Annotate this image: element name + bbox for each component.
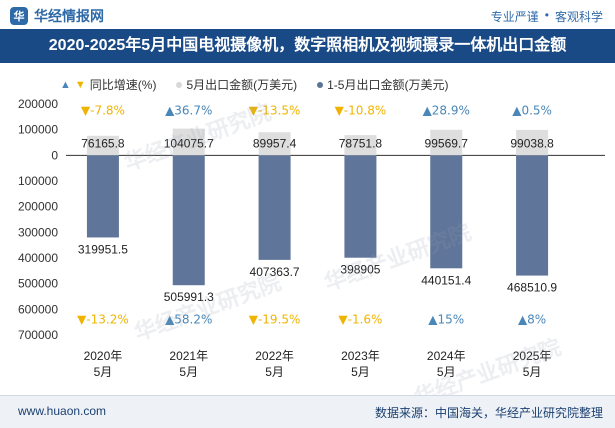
x-category-label: 2023年 <box>341 349 380 363</box>
y-tick-label: 200000 <box>18 97 58 111</box>
header-tags: 专业严谨 • 客观科学 <box>491 8 603 25</box>
cumulative-value-label: 440151.4 <box>421 273 471 287</box>
cumulative-growth-label: ▼-1.6% <box>338 313 382 327</box>
may-bar <box>172 128 205 156</box>
chart-title: 2020-2025年5月中国电视摄像机，数字照相机及视频摄录一体机出口金额 <box>48 37 567 54</box>
may-bar <box>258 132 291 156</box>
x-category-label: 5月 <box>523 365 542 379</box>
legend-growth: ▲ ▼ 同比增速(%) <box>60 76 156 93</box>
legend-cumulative-label: 1-5月出口金额(万美元) <box>327 78 449 92</box>
cumulative-value-label: 468510.9 <box>507 281 557 295</box>
may-value-label: 104075.7 <box>164 136 214 150</box>
x-category-label: 5月 <box>265 365 284 379</box>
legend-cumulative: 1-5月出口金额(万美元) <box>317 76 448 93</box>
cumulative-bar <box>344 155 377 258</box>
may-value-label: 78751.8 <box>339 136 383 150</box>
top-bar: 华 华经情报网 专业严谨 • 客观科学 <box>0 0 615 28</box>
may-value-label: 76165.8 <box>81 136 125 150</box>
footer-source: 数据来源：中国海关，华经产业研究院整理 <box>374 406 603 420</box>
may-bar <box>430 129 463 156</box>
cumulative-bar <box>258 155 291 260</box>
tag-separator: • <box>544 8 549 22</box>
may-growth-label: ▲0.5% <box>512 103 552 117</box>
footer: www.huaon.com 数据来源：中国海关，华经产业研究院整理 <box>0 395 615 428</box>
cumulative-growth-label: ▼-19.5% <box>249 313 301 327</box>
y-tick-label: 600000 <box>18 302 58 316</box>
x-category-label: 5月 <box>94 365 113 379</box>
may-growth-label: ▼-10.8% <box>335 103 387 117</box>
x-category-label: 2024年 <box>427 349 466 363</box>
may-growth-label: ▼-13.5% <box>249 103 301 117</box>
x-category-label: 2025年 <box>513 349 552 363</box>
cumulative-value-label: 398905 <box>340 263 380 277</box>
cumulative-growth-label: ▲15% <box>428 313 464 327</box>
x-category-label: 2022年 <box>255 349 294 363</box>
may-value-label: 99038.8 <box>510 136 554 150</box>
legend-growth-label: 同比增速(%) <box>89 78 157 92</box>
may-bar <box>344 135 377 156</box>
may-growth-label: ▲28.9% <box>423 103 470 117</box>
y-tick-label: 100000 <box>18 123 58 137</box>
may-bar <box>86 135 119 156</box>
cumulative-bar <box>86 155 119 238</box>
cumulative-growth-label: ▲8% <box>518 313 546 327</box>
cumulative-bar <box>430 155 463 269</box>
title-bar: 2020-2025年5月中国电视摄像机，数字照相机及视频摄录一体机出口金额 <box>0 29 615 63</box>
x-category-label: 2020年 <box>84 349 123 363</box>
legend-cumulative-swatch <box>317 81 324 88</box>
y-tick-label: 100000 <box>18 174 58 188</box>
y-tick-label: 400000 <box>18 251 58 265</box>
cumulative-value-label: 407363.7 <box>250 265 300 279</box>
x-category-label: 5月 <box>351 365 370 379</box>
x-category-label: 5月 <box>179 365 198 379</box>
cumulative-growth-label: ▼-13.2% <box>77 313 129 327</box>
may-growth-label: ▲36.7% <box>165 103 212 117</box>
x-category-label: 5月 <box>437 365 456 379</box>
cumulative-bar <box>172 155 205 286</box>
triangle-down-icon: ▼ <box>74 78 86 91</box>
x-category-label: 2021年 <box>169 349 208 363</box>
tag-rigorous: 专业严谨 <box>490 10 539 24</box>
brand-name: 华经情报网 <box>34 8 104 24</box>
brand-logo-icon: 华 <box>10 7 28 25</box>
legend-may: 5月出口金额(万美元) <box>176 76 297 93</box>
may-value-label: 99569.7 <box>425 136 469 150</box>
brand[interactable]: 华 华经情报网 <box>10 6 104 26</box>
may-value-label: 89957.4 <box>253 136 297 150</box>
footer-website-link[interactable]: www.huaon.com <box>18 404 107 418</box>
y-tick-label: 200000 <box>18 200 58 214</box>
y-tick-label: 300000 <box>18 225 58 239</box>
cumulative-value-label: 505991.3 <box>164 290 214 304</box>
cumulative-growth-label: ▲58.2% <box>165 313 212 327</box>
cumulative-value-label: 319951.5 <box>78 242 128 256</box>
cumulative-bar <box>516 155 549 276</box>
y-tick-label: 0 <box>51 148 58 162</box>
y-tick-label: 700000 <box>18 328 58 342</box>
tag-objective: 客观科学 <box>554 10 603 24</box>
may-bar <box>516 129 549 156</box>
y-tick-label: 500000 <box>18 277 58 291</box>
may-growth-label: ▼-7.8% <box>81 103 125 117</box>
chart-legend: ▲ ▼ 同比增速(%) 5月出口金额(万美元) 1-5月出口金额(万美元) <box>60 76 448 93</box>
legend-may-label: 5月出口金额(万美元) <box>186 78 298 92</box>
triangle-up-icon: ▲ <box>60 78 71 91</box>
bar-chart: 200000 100000 0 100000 200000 300000 400000 500… <box>18 97 605 379</box>
legend-may-swatch <box>176 81 183 88</box>
